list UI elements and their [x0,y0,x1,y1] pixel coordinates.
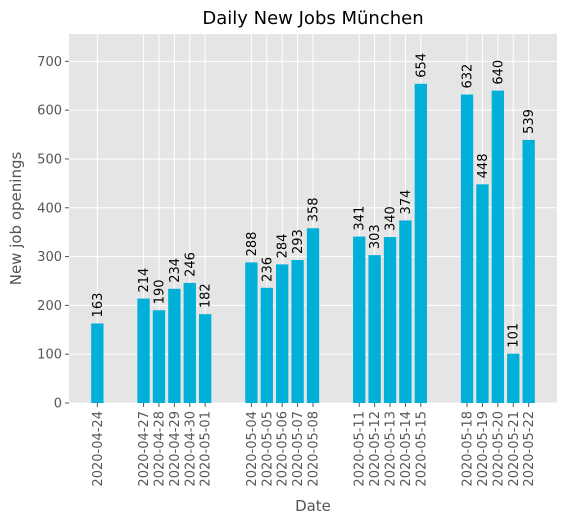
y-axis-label: New job openings [7,152,25,286]
y-tick-label: 700 [37,55,62,70]
y-axis-ticks: 0 100 200 300 400 500 600 700 [37,55,69,412]
y-tick-label: 100 [37,348,62,363]
x-tick-label: 2020-05-11 [353,411,368,487]
bar [399,220,412,403]
bar-value-label: 101 [507,323,522,348]
x-tick-label: 2020-05-07 [291,411,306,487]
bars [91,83,535,404]
bar [168,288,181,403]
x-tick-label: 2020-05-13 [384,411,399,487]
bar-value-label: 163 [91,293,106,318]
bar [522,139,535,403]
y-tick-label: 300 [37,250,62,265]
x-tick-label: 2020-05-05 [260,411,275,487]
x-axis-label: Date [295,497,331,515]
bar-value-label: 640 [491,60,506,85]
bar-value-label: 358 [307,197,322,222]
x-tick-label: 2020-05-04 [245,411,260,487]
bar [353,236,366,403]
x-tick-label: 2020-04-27 [137,411,152,487]
y-tick-label: 600 [37,104,62,119]
bar [491,90,505,403]
bar-value-label: 632 [461,64,476,89]
bar-value-label: 448 [476,154,491,179]
bar-value-label: 246 [183,252,198,277]
x-tick-label: 2020-05-06 [276,411,291,487]
bar-value-label: 288 [245,232,260,257]
bar [199,314,212,403]
bar-value-label: 303 [368,224,383,249]
bar [383,237,397,403]
bar [507,353,520,403]
bar-value-label: 182 [199,283,214,308]
bar-value-label: 236 [260,257,275,282]
bar [245,262,258,403]
chart-title: Daily New Jobs München [202,8,423,29]
y-tick-label: 0 [54,397,62,412]
bar-value-label: 284 [276,234,291,259]
bar [137,298,150,403]
bar [476,184,489,403]
x-tick-label: 2020-05-22 [522,411,537,487]
bar-value-label: 374 [399,190,414,215]
x-tick-label: 2020-05-01 [199,411,214,487]
x-tick-label: 2020-05-14 [399,411,414,487]
x-tick-label: 2020-05-19 [476,411,491,487]
bar [291,259,304,403]
bar-value-label: 234 [168,258,183,283]
bar-value-label: 539 [522,109,537,134]
bar [276,264,289,403]
bar-value-label: 214 [137,268,152,293]
x-tick-label: 2020-05-12 [368,411,383,487]
bar [183,282,196,403]
bar [306,228,320,403]
y-tick-label: 200 [37,299,62,314]
bar [368,255,381,403]
x-tick-label: 2020-05-08 [307,411,322,487]
y-tick-label: 400 [37,201,62,216]
bar-value-label: 340 [384,206,399,231]
x-tick-label: 2020-04-29 [168,411,183,487]
bar-value-label: 293 [291,229,306,254]
bar-value-label: 190 [152,279,167,304]
x-tick-label: 2020-04-24 [91,411,106,487]
x-axis-ticks: 2020-04-24 2020-04-27 2020-04-28 2020-04-29… [91,403,537,487]
y-tick-label: 500 [37,152,62,167]
x-tick-label: 2020-05-21 [507,411,522,487]
bar [91,323,104,403]
x-tick-label: 2020-04-30 [183,411,198,487]
bar [414,83,427,404]
bar-value-label: 654 [414,53,429,78]
x-tick-label: 2020-05-18 [461,411,476,487]
bar-value-label: 341 [353,206,368,231]
x-tick-label: 2020-05-15 [414,411,429,487]
x-tick-label: 2020-04-28 [152,411,167,487]
bar [152,310,166,403]
bar [260,287,273,403]
x-tick-label: 2020-05-20 [491,411,506,487]
bar [460,94,474,404]
